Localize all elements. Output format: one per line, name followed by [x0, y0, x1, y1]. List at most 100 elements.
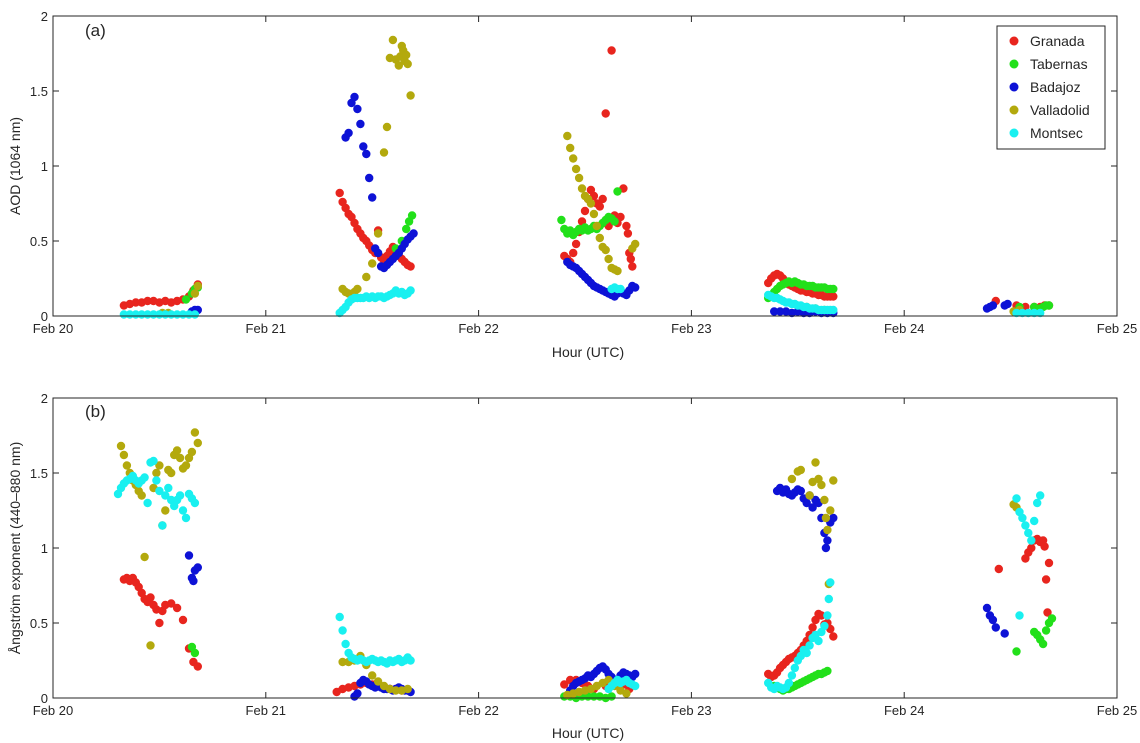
y-tick-label: 1 — [41, 541, 48, 556]
montsec-point — [140, 473, 149, 482]
badajoz-point — [344, 128, 353, 138]
valladolid-point — [574, 173, 584, 183]
valladolid-point — [601, 245, 610, 255]
montsec-point — [155, 486, 164, 496]
badajoz-point — [189, 576, 198, 586]
badajoz-point — [193, 563, 202, 572]
panel-b-series-tabernas — [187, 614, 1057, 703]
granada-point — [817, 611, 826, 620]
y-tick-label: 2 — [41, 391, 48, 406]
panel-a-aod: (a) AOD (1064 nm) Hour (UTC) Feb 20 Feb 2… — [7, 9, 1137, 360]
valladolid-point — [589, 209, 599, 219]
badajoz-point — [991, 623, 1000, 632]
valladolid-point — [379, 148, 389, 157]
montsec-point — [1021, 521, 1030, 530]
montsec-point — [190, 310, 200, 319]
montsec-point — [1033, 498, 1042, 508]
tabernas-point — [823, 666, 832, 676]
valladolid-point — [586, 199, 596, 208]
granada-point — [571, 239, 581, 249]
montsec-point — [172, 310, 182, 319]
badajoz-point — [356, 119, 365, 129]
montsec-point — [341, 639, 350, 649]
valladolid-point — [604, 254, 613, 264]
montsec-point — [823, 611, 832, 620]
panel-b-axes: Feb 20 Feb 21 Feb 22 Feb 23 Feb 24 Feb 25 0 0.5… — [30, 391, 1137, 718]
granada-point — [1043, 608, 1052, 617]
x-tick-label: Feb 22 — [458, 703, 498, 718]
badajoz-point — [350, 92, 359, 102]
badajoz-point — [829, 513, 838, 523]
y-tick-label: 1 — [41, 159, 48, 174]
badajoz-point — [631, 669, 640, 679]
panel-b-plot-frame — [52, 397, 1118, 699]
montsec-point — [406, 286, 415, 295]
panel-a-y-axis-label: AOD (1064 nm) — [7, 117, 23, 215]
panel-a-marks — [119, 35, 1054, 319]
montsec-point — [1024, 528, 1033, 538]
montsec-point — [1036, 308, 1045, 318]
panel-a-series-montsec — [119, 283, 1045, 319]
granada-point — [569, 248, 578, 258]
valladolid-point — [820, 495, 829, 505]
tabernas-point — [589, 692, 599, 701]
legend-label-badajoz: Badajoz — [1030, 79, 1081, 95]
badajoz-point — [353, 689, 362, 698]
montsec-point — [164, 483, 173, 493]
valladolid-point — [193, 438, 202, 448]
granada-point — [622, 221, 631, 231]
tabernas-point — [1012, 647, 1021, 656]
granada-point — [193, 662, 202, 671]
valladolid-point — [805, 491, 814, 500]
granada-point — [406, 262, 415, 271]
granada-point — [808, 623, 817, 632]
valladolid-point — [382, 122, 392, 132]
panel-b-series-valladolid — [116, 428, 1021, 700]
montsec-point — [1015, 611, 1024, 620]
x-tick-label: Feb 23 — [671, 703, 711, 718]
x-tick-label: Feb 24 — [884, 703, 924, 718]
valladolid-point — [187, 447, 197, 457]
valladolid-point — [193, 281, 202, 291]
valladolid-point — [566, 143, 575, 153]
badajoz-point — [821, 543, 831, 553]
valladolid-point — [161, 506, 170, 515]
montsec-point — [1030, 516, 1039, 526]
tabernas-point — [1038, 639, 1048, 649]
valladolid-point — [175, 453, 185, 463]
panel-b-series-badajoz — [184, 483, 1009, 701]
y-tick-label: 2 — [41, 9, 48, 24]
badajoz-point — [770, 307, 779, 316]
panel-a-series-badajoz — [187, 92, 1012, 318]
granada-point — [829, 292, 838, 301]
badajoz-point — [823, 536, 832, 545]
montsec-point — [790, 663, 799, 673]
montsec-point — [175, 491, 185, 500]
panel-a-label: (a) — [85, 21, 106, 40]
valladolid-point — [592, 221, 601, 231]
montsec-point — [155, 310, 164, 319]
valladolid-point — [362, 272, 371, 282]
montsec-point — [814, 636, 823, 646]
montsec-point — [631, 681, 640, 691]
tabernas-point — [1047, 614, 1057, 623]
x-tick-label: Feb 20 — [33, 703, 73, 718]
y-tick-label: 0 — [41, 309, 48, 324]
montsec-point — [820, 621, 829, 631]
tabernas-point — [610, 217, 619, 226]
valladolid-point — [373, 677, 383, 686]
badajoz-point — [368, 193, 377, 202]
montsec-point — [1018, 308, 1027, 318]
panel-a-series-granada — [119, 46, 1054, 312]
montsec-point — [119, 310, 129, 319]
montsec-point — [826, 578, 835, 587]
montsec-point — [143, 310, 152, 319]
badajoz-point — [631, 283, 640, 292]
granada-point — [616, 212, 625, 222]
valladolid-point — [181, 461, 191, 470]
valladolid-point — [406, 91, 415, 100]
valladolid-point — [190, 289, 200, 298]
valladolid-point — [569, 154, 578, 163]
valladolid-point — [119, 450, 129, 460]
